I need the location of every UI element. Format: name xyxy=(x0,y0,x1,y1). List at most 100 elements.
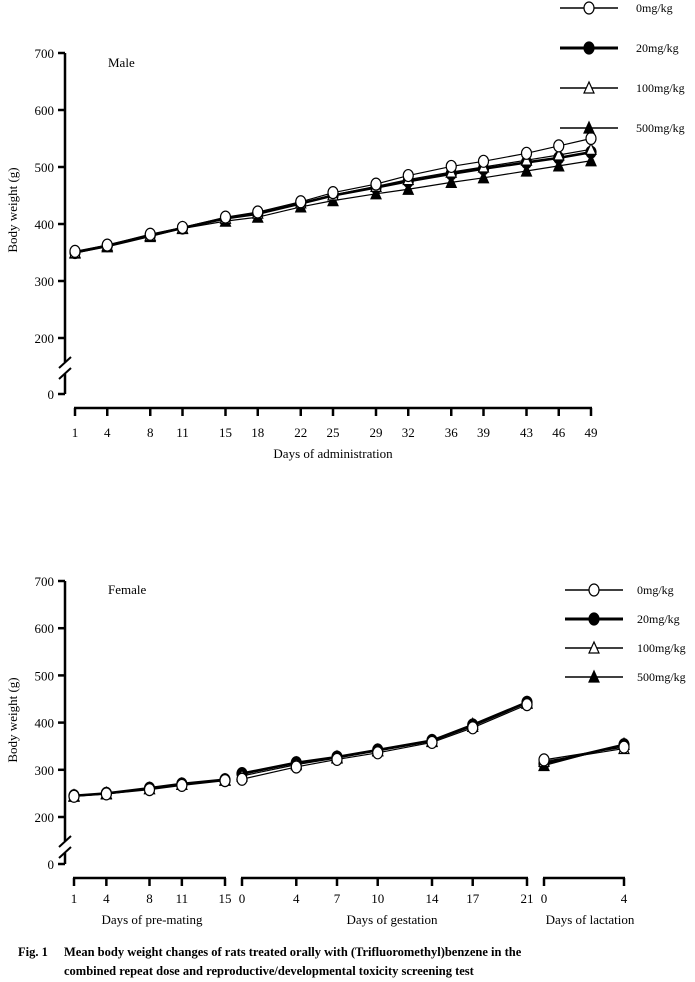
x-tick-label: 11 xyxy=(176,425,189,440)
x-tick-label: 4 xyxy=(103,891,110,906)
x-tick-label: 49 xyxy=(585,425,598,440)
panel-label: Male xyxy=(108,55,135,70)
x-tick-label: 4 xyxy=(293,891,300,906)
x-tick-label: 7 xyxy=(334,891,341,906)
y-tick-label: 400 xyxy=(35,217,55,232)
axis-break-mark xyxy=(58,846,72,859)
x-tick-label: 43 xyxy=(520,425,533,440)
x-tick-label: 21 xyxy=(521,891,534,906)
y-tick-label: 700 xyxy=(35,46,55,61)
x-tick-label: 39 xyxy=(477,425,490,440)
y-tick-label: 500 xyxy=(35,160,55,175)
y-tick-label: 0 xyxy=(48,387,55,402)
legend-marker-open-circle-icon xyxy=(583,1,595,15)
data-point-500mg-per-kg xyxy=(520,163,533,177)
legend-marker-open-triangle-icon xyxy=(583,80,595,94)
y-tick-label: 600 xyxy=(35,621,55,636)
data-point-500mg-per-kg xyxy=(402,181,415,195)
x-axis-title: Days of administration xyxy=(273,446,393,461)
panel-label: Female xyxy=(108,582,146,597)
data-point-500mg-per-kg xyxy=(445,174,458,188)
data-point-0mg-per-kg xyxy=(219,774,231,788)
legend-item: 100mg/kg xyxy=(560,80,685,95)
figure-caption: Fig. 1 Mean body weight changes of rats t… xyxy=(18,943,678,981)
data-point-0mg-per-kg xyxy=(144,227,156,241)
y-tick-label: 200 xyxy=(35,331,55,346)
axis-break-mark xyxy=(58,835,72,848)
x-tick-label: 22 xyxy=(294,425,307,440)
data-point-0mg-per-kg xyxy=(618,740,630,754)
y-tick-label: 0 xyxy=(48,857,55,872)
y-axis-title: Body weight (g) xyxy=(5,677,20,762)
panel-male: 0 200 300 400 500 600 700 Body weight (g) Male 1 4… xyxy=(5,1,685,461)
y-tick-label: 300 xyxy=(35,763,55,778)
axis-break-mark xyxy=(58,356,72,369)
data-point-0mg-per-kg xyxy=(445,159,457,174)
legend-item: 0mg/kg xyxy=(565,583,674,597)
data-point-0mg-per-kg xyxy=(538,753,550,767)
data-point-0mg-per-kg xyxy=(402,168,414,183)
x-tick-label: 1 xyxy=(72,425,79,440)
x-tick-label: 46 xyxy=(552,425,566,440)
data-point-0mg-per-kg xyxy=(236,772,248,786)
data-point-500mg-per-kg xyxy=(552,158,565,172)
x-axis-title: Days of lactation xyxy=(546,912,635,927)
x-tick-label: 29 xyxy=(370,425,383,440)
data-point-0mg-per-kg xyxy=(426,735,438,750)
legend-marker-filled-triangle-icon xyxy=(583,120,595,134)
x-axis-title: Days of pre-mating xyxy=(101,912,203,927)
legend-marker-filled-circle-icon xyxy=(588,612,600,626)
x-tick-label: 0 xyxy=(239,891,246,906)
x-tick-label: 25 xyxy=(327,425,340,440)
y-axis-title: Body weight (g) xyxy=(5,167,20,252)
data-point-0mg-per-kg xyxy=(520,146,533,160)
y-tick-label: 400 xyxy=(35,716,55,731)
series-line-0mg-per-kg xyxy=(241,704,528,780)
data-point-0mg-per-kg xyxy=(101,238,113,252)
data-point-0mg-per-kg xyxy=(372,746,384,760)
x-tick-label: 15 xyxy=(219,425,232,440)
x-tick-label: 8 xyxy=(147,425,154,440)
data-point-0mg-per-kg xyxy=(68,789,80,803)
y-tick-label: 500 xyxy=(35,668,55,683)
legend-item: 100mg/kg xyxy=(565,640,686,655)
data-point-0mg-per-kg xyxy=(69,244,81,258)
data-point-0mg-per-kg xyxy=(331,752,343,767)
legend-label: 500mg/kg xyxy=(637,670,686,684)
data-point-0mg-per-kg xyxy=(327,186,339,200)
data-point-0mg-per-kg xyxy=(100,787,112,801)
legend-label: 20mg/kg xyxy=(636,41,679,55)
legend-label: 0mg/kg xyxy=(637,583,674,597)
legend-label: 100mg/kg xyxy=(637,641,686,655)
data-point-0mg-per-kg xyxy=(219,210,232,224)
legend-marker-open-triangle-icon xyxy=(588,640,600,654)
x-tick-label: 0 xyxy=(541,891,548,906)
y-tick-label: 200 xyxy=(35,810,55,825)
series-line-0mg-per-kg xyxy=(543,746,625,761)
x-tick-label: 10 xyxy=(371,891,384,906)
data-point-500mg-per-kg xyxy=(477,170,490,184)
legend: 0mg/kg 20mg/kg 100mg/kg 500mg/kg xyxy=(560,1,685,135)
x-tick-label: 36 xyxy=(445,425,459,440)
data-point-0mg-per-kg xyxy=(176,778,188,792)
x-tick-label: 14 xyxy=(426,891,440,906)
legend-item: 0mg/kg xyxy=(560,1,673,15)
x-tick-label: 8 xyxy=(146,891,153,906)
x-tick-label: 17 xyxy=(466,891,480,906)
x-tick-label: 15 xyxy=(219,891,232,906)
x-axis-title: Days of gestation xyxy=(347,912,438,927)
data-point-0mg-per-kg xyxy=(295,195,307,209)
data-point-0mg-per-kg xyxy=(477,154,490,168)
data-point-100mg-per-kg xyxy=(585,141,597,155)
data-point-0mg-per-kg xyxy=(290,760,302,774)
series-line-20mg-per-kg xyxy=(543,743,625,765)
legend-item: 500mg/kg xyxy=(560,120,685,135)
y-tick-label: 300 xyxy=(35,274,55,289)
data-point-0mg-per-kg xyxy=(521,698,533,712)
x-tick-label: 32 xyxy=(402,425,415,440)
legend-item: 20mg/kg xyxy=(560,41,679,55)
legend-item: 20mg/kg xyxy=(565,612,680,626)
data-point-0mg-per-kg xyxy=(252,205,264,219)
legend-label: 20mg/kg xyxy=(637,612,680,626)
